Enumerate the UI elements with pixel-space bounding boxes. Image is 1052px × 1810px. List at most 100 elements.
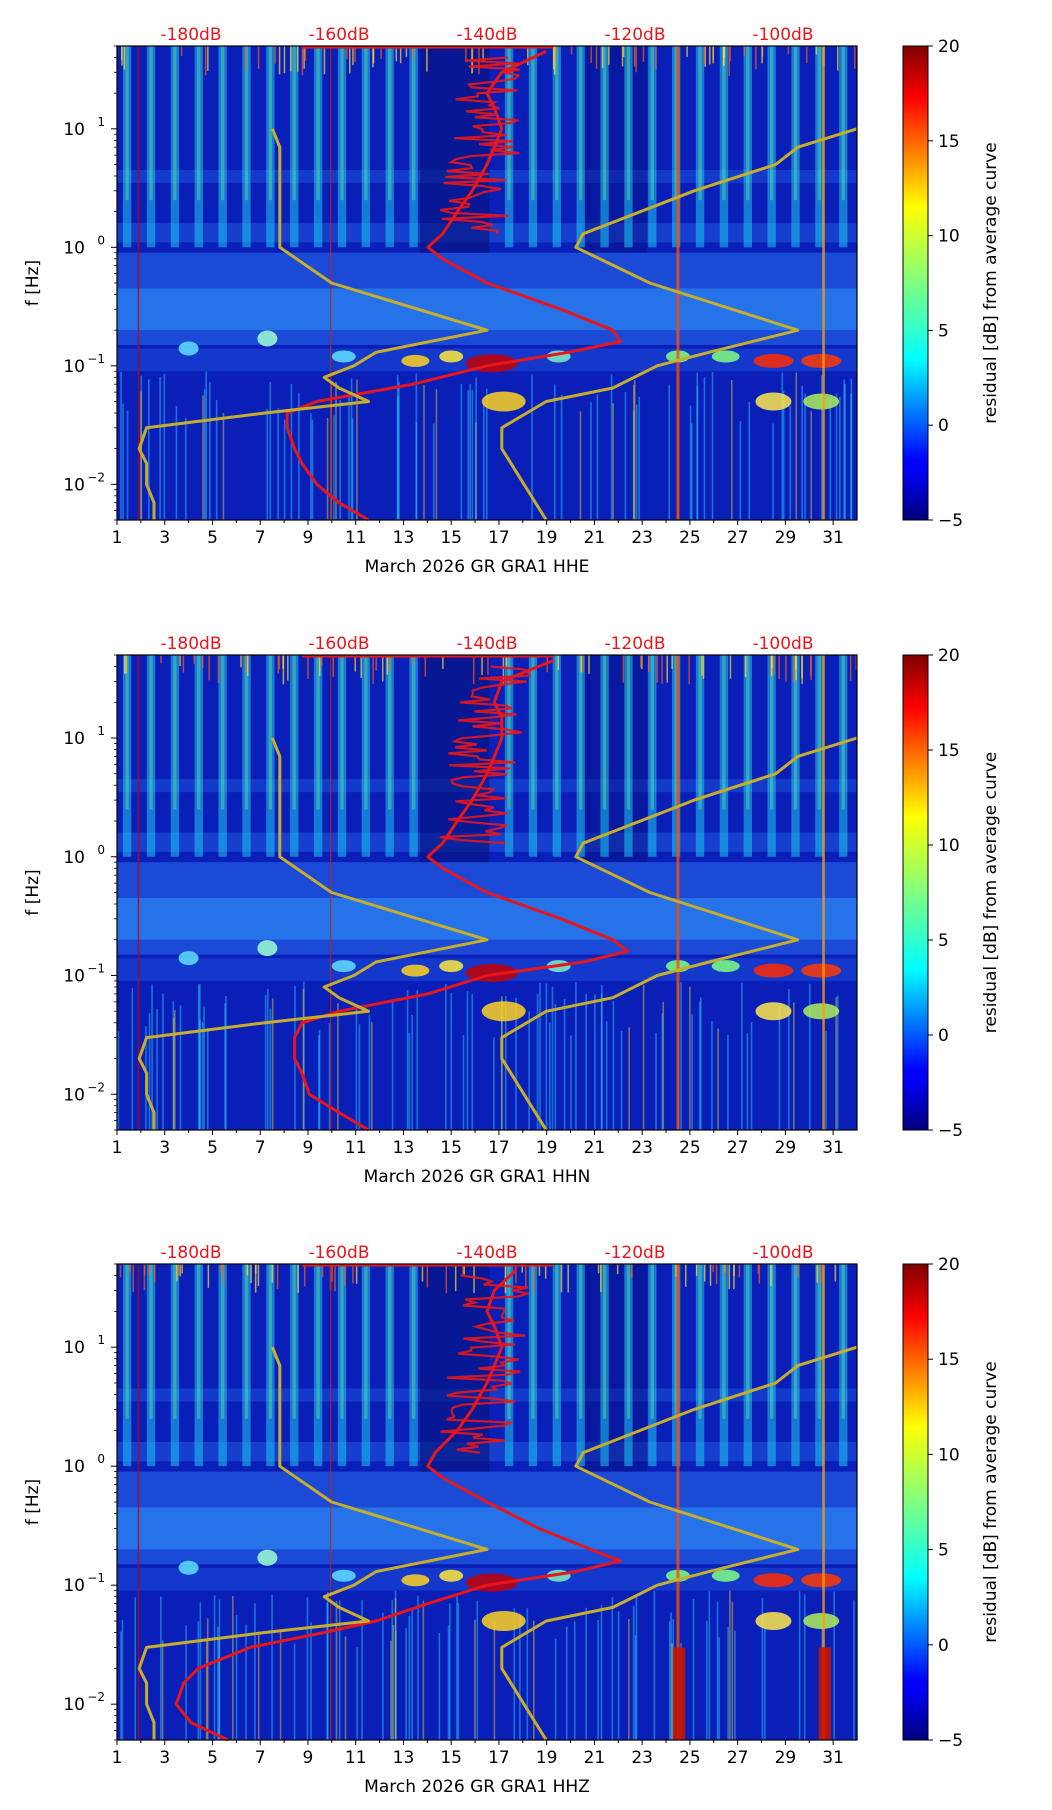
- daily-stripe: [528, 655, 538, 857]
- hf-speckle: [837, 46, 839, 71]
- lf-streak: [600, 985, 603, 1130]
- daily-stripe-core: [149, 655, 153, 810]
- lf-streak: [356, 379, 358, 520]
- lf-streak: [271, 998, 274, 1130]
- daily-stripe: [290, 1264, 299, 1467]
- db-axis-label: -140dB: [456, 25, 517, 45]
- lf-streak: [532, 1620, 535, 1740]
- daily-stripe-core: [125, 46, 129, 201]
- lf-streak: [843, 379, 845, 520]
- hf-speckle: [787, 46, 790, 55]
- colorbar-tick-label: 0: [938, 1636, 949, 1656]
- x-tick-label: 31: [822, 528, 844, 548]
- lf-streak: [205, 371, 207, 520]
- lf-streak: [560, 395, 563, 520]
- hf-speckle: [758, 1264, 761, 1284]
- lf-streak: [750, 1022, 753, 1130]
- x-tick-label: 23: [631, 1138, 653, 1158]
- microseism-blob: [178, 341, 199, 356]
- lf-streak: [731, 380, 733, 520]
- daily-stripe: [194, 655, 203, 857]
- lf-streak: [344, 1636, 347, 1740]
- lf-streak: [266, 408, 269, 520]
- lf-streak: [245, 1624, 247, 1740]
- lf-streak: [690, 423, 693, 520]
- x-tick-label: 23: [631, 528, 653, 548]
- hf-speckle: [454, 1264, 457, 1292]
- lf-streak: [829, 398, 832, 520]
- lf-streak: [501, 996, 503, 1130]
- microseism-blob: [401, 964, 430, 977]
- daily-stripe-core: [746, 1264, 750, 1419]
- hf-speckle: [177, 1264, 180, 1276]
- hf-speckle: [289, 46, 292, 72]
- hf-speckle: [121, 46, 123, 66]
- hf-speckle: [380, 46, 382, 59]
- daily-stripe-core: [555, 655, 559, 810]
- hf-speckle: [631, 1264, 633, 1279]
- hf-speckle: [246, 1264, 249, 1276]
- lf-streak: [358, 1024, 361, 1130]
- lf-streak: [772, 423, 774, 520]
- daily-stripe-core: [793, 46, 798, 201]
- lf-streak: [528, 1011, 530, 1130]
- daily-stripe: [791, 46, 800, 248]
- lf-streak: [696, 386, 699, 520]
- hf-speckle: [538, 1264, 541, 1276]
- hf-speckle: [304, 46, 307, 61]
- lf-streak: [835, 393, 838, 520]
- lf-streak: [548, 1022, 551, 1130]
- lf-streak: [850, 378, 853, 520]
- daily-stripe-core: [220, 1264, 225, 1419]
- colorbar-tick-label: 0: [938, 1026, 949, 1046]
- lf-streak: [235, 1615, 238, 1740]
- daily-stripe: [695, 1264, 705, 1467]
- hf-speckle: [567, 1264, 569, 1293]
- daily-stripe: [170, 655, 180, 857]
- y-tick-exponent: 1: [97, 115, 105, 129]
- daily-stripe: [218, 46, 227, 248]
- y-tick-label: 10: [63, 120, 85, 140]
- lf-streak: [691, 1014, 693, 1130]
- lf-streak: [156, 1009, 158, 1130]
- daily-stripe-core: [173, 46, 177, 201]
- lf-streak: [545, 983, 548, 1130]
- lf-streak: [279, 1630, 282, 1740]
- lf-streak: [201, 1021, 204, 1130]
- daily-stripe-core: [411, 46, 416, 201]
- hf-speckle: [462, 1264, 464, 1275]
- colorbar-tick-label: 10: [938, 1445, 960, 1465]
- daily-stripe-core: [507, 655, 511, 810]
- hf-speckle: [855, 655, 857, 670]
- hf-speckle: [553, 46, 556, 75]
- daily-stripe-core: [292, 1264, 296, 1419]
- lf-streak: [160, 1596, 162, 1740]
- db-axis-label: -140dB: [456, 1243, 517, 1263]
- lf-streak: [795, 372, 798, 520]
- daily-stripe-core: [626, 655, 631, 810]
- hf-speckle: [622, 655, 625, 683]
- daily-stripe-core: [746, 655, 750, 810]
- colorbar-tick-label: −5: [938, 1121, 963, 1141]
- lf-streak: [778, 1006, 781, 1130]
- y-axis-label: f [Hz]: [23, 260, 43, 306]
- hf-speckle: [181, 1264, 183, 1274]
- hf-speckle: [301, 46, 304, 76]
- lf-streak: [326, 417, 329, 520]
- colorbar-tick-label: −5: [938, 511, 963, 531]
- lf-streak: [662, 1001, 665, 1130]
- hf-speckle: [208, 655, 210, 681]
- microseism-blob: [755, 1612, 792, 1630]
- lf-streak: [338, 1600, 341, 1740]
- noise-model-curve: [137, 128, 489, 520]
- lf-streak: [731, 1601, 734, 1740]
- lf-streak: [844, 384, 846, 520]
- hf-speckle: [743, 46, 745, 57]
- lf-streak: [718, 1637, 720, 1740]
- hf-speckle: [349, 46, 351, 74]
- hf-speckle: [283, 46, 286, 74]
- median-psd-curve: [293, 659, 630, 1132]
- daily-stripe: [504, 655, 514, 857]
- y-tick-exponent: 1: [97, 1333, 105, 1347]
- daily-stripe-core: [698, 1264, 702, 1419]
